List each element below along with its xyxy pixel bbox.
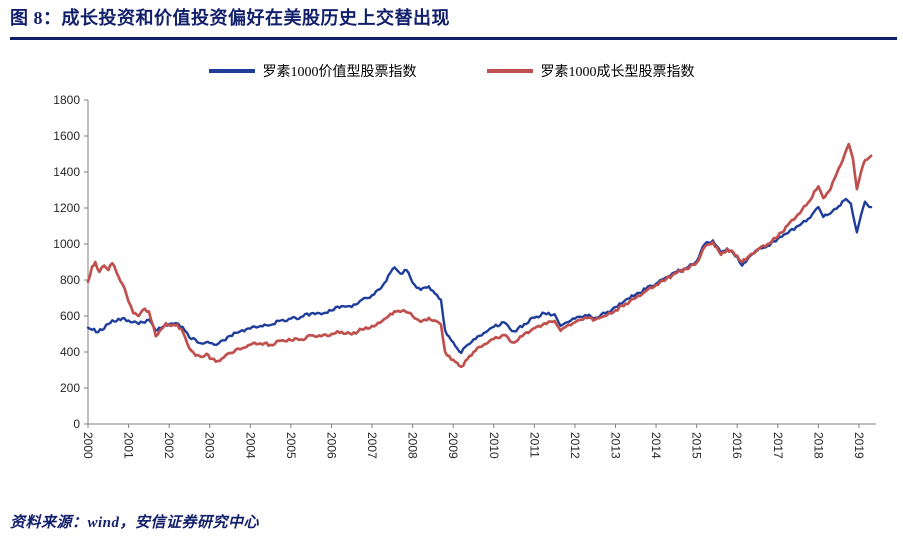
x-tick-label: 2018: [811, 432, 825, 459]
y-tick-label: 0: [73, 417, 80, 431]
title-divider: [10, 36, 897, 40]
figure-header: 图 8：成长投资和价值投资偏好在美股历史上交替出现: [0, 0, 903, 40]
x-tick-label: 2014: [649, 432, 663, 459]
y-tick-label: 600: [60, 309, 80, 323]
y-tick-label: 800: [60, 273, 80, 287]
x-tick-label: 2012: [568, 432, 582, 459]
x-tick-label: 2007: [365, 432, 379, 459]
legend-item-value: 罗素1000价值型股票指数: [208, 61, 417, 81]
chart-area: 0 200 400 600 800 1000 1200 1400 1600 1800 2000 200…: [0, 86, 903, 479]
x-tick-label: 2010: [487, 432, 501, 459]
y-tick-label: 200: [60, 381, 80, 395]
legend-swatch-value-line: [208, 68, 255, 73]
series-line-0: [86, 197, 873, 354]
y-tick-label: 1200: [53, 201, 80, 215]
y-tick-label: 1400: [53, 165, 80, 179]
line-chart: 0 200 400 600 800 1000 1200 1400 1600 1800 2000 200…: [53, 93, 876, 459]
chart-legend: 罗素1000价值型股票指数 罗素1000成长型股票指数: [0, 60, 903, 82]
x-tick-label: 2000: [81, 432, 95, 459]
x-tick-label: 2008: [406, 432, 420, 459]
x-tick-label: 2013: [608, 432, 622, 459]
legend-swatch-growth-line: [486, 68, 533, 73]
figure-title: 图 8：成长投资和价值投资偏好在美股历史上交替出现: [10, 8, 450, 28]
x-tick-label: 2001: [122, 432, 136, 459]
y-tick-label: 1600: [53, 129, 80, 143]
legend-item-growth: 罗素1000成长型股票指数: [486, 61, 695, 81]
x-tick-label: 2005: [284, 432, 298, 459]
y-tick-label: 1000: [53, 237, 80, 251]
legend-label-value: 罗素1000价值型股票指数: [262, 64, 417, 80]
x-tick-label: 2015: [690, 432, 704, 459]
source-note: 资料来源：wind，安信证券研究中心: [10, 515, 260, 531]
x-tick-label: 2011: [527, 432, 541, 458]
y-tick-label: 400: [60, 345, 80, 359]
x-tick-label: 2017: [771, 432, 785, 459]
x-tick-label: 2016: [730, 432, 744, 459]
x-tick-label: 2006: [324, 432, 338, 459]
x-tick-label: 2019: [852, 432, 866, 459]
y-tick-label: 1800: [53, 93, 80, 107]
x-tick-label: 2002: [162, 432, 176, 459]
x-tick-label: 2003: [203, 432, 217, 459]
x-tick-label: 2009: [446, 432, 460, 459]
x-tick-label: 2004: [243, 432, 257, 459]
legend-label-growth: 罗素1000成长型股票指数: [540, 64, 695, 80]
series-line-1: [86, 142, 873, 368]
